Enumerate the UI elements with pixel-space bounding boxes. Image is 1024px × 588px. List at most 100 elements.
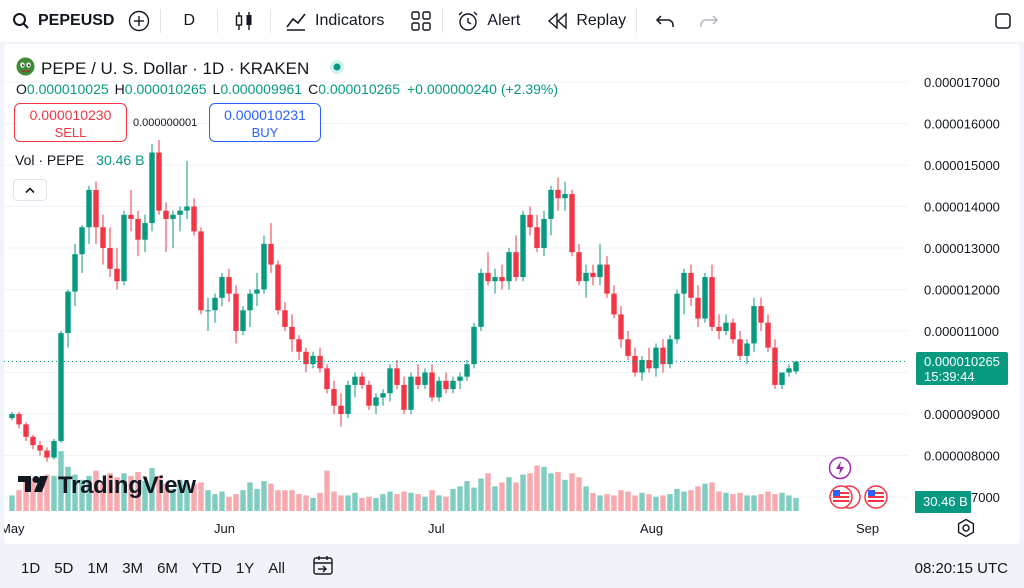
candle-body [716, 326, 722, 331]
volume-bar [744, 495, 750, 511]
range-button-ytd[interactable]: YTD [191, 559, 222, 577]
volume-bar [485, 473, 491, 511]
divider [160, 9, 162, 33]
us-flag-event-icon[interactable] [863, 484, 889, 515]
volume-bar [569, 473, 575, 511]
volume-bar [86, 475, 92, 511]
candle-body [506, 252, 512, 282]
candle-body [317, 355, 323, 369]
redo-button[interactable] [683, 0, 735, 42]
utc-clock[interactable]: 08:20:15 UTC [914, 559, 1008, 577]
alert-button[interactable]: Alert [453, 0, 524, 42]
range-button-1d[interactable]: 1D [21, 559, 41, 577]
volume-bar [93, 470, 99, 511]
candle-body [758, 306, 764, 323]
candle-body [177, 210, 183, 215]
chart-panel[interactable]: 0.000017000 0.000016000 0.000015000 0.00001… [4, 44, 1020, 544]
buy-price: 0.000010231 [224, 107, 306, 123]
dividend-event-icon[interactable] [828, 456, 852, 485]
volume-bar [72, 474, 78, 511]
candle-body [394, 368, 400, 385]
candle-body [443, 380, 449, 390]
volume-bar [436, 495, 442, 511]
volume-bar [625, 491, 631, 511]
layouts-button[interactable] [410, 0, 432, 42]
indicators-icon [285, 10, 307, 32]
candle-body [527, 214, 533, 228]
volume-bar [352, 492, 358, 511]
volume-bar [58, 451, 64, 511]
range-button-1y[interactable]: 1Y [235, 559, 255, 577]
divider [442, 9, 444, 33]
interval-label: D [183, 12, 196, 29]
interval-button[interactable]: D [171, 0, 207, 42]
volume-bar [492, 486, 498, 511]
candle-body [79, 227, 85, 255]
volume-bar [583, 486, 589, 511]
top-toolbar: PEPEUSD D Indicators [0, 0, 1024, 42]
volume-bar [660, 495, 666, 511]
volume-bar [380, 494, 386, 511]
candle-body [590, 272, 596, 278]
spread-value: 0.000000001 [133, 117, 198, 129]
volume-bar [506, 477, 512, 511]
price-axis-label: 0.000008000 [924, 449, 1000, 464]
volume-bar [590, 492, 596, 511]
candle-body [639, 360, 645, 373]
volume-bar [779, 492, 785, 511]
volume-bar [107, 473, 113, 511]
volume-bar [184, 483, 190, 511]
symbol-search-button[interactable]: PEPEUSD [0, 0, 114, 42]
volume-bar [443, 496, 449, 511]
ohlc-values: O 0.000010025 H 0.000010265 L 0.000009961 C… [16, 81, 558, 97]
candle-body [303, 351, 309, 365]
price-axis-label: 0.000011000 [924, 324, 999, 339]
volume-bar [247, 482, 253, 511]
price-axis-label: 0.000014000 [924, 200, 1000, 215]
volume-bar [289, 490, 295, 511]
range-button-3m[interactable]: 3M [122, 559, 144, 577]
tradingview-logo[interactable]: TradingView [18, 472, 196, 500]
candle-body [282, 310, 288, 327]
candle-body [170, 214, 176, 219]
candle-body [751, 306, 757, 344]
volume-bar [9, 495, 15, 511]
candle-body [156, 152, 162, 211]
compare-button[interactable] [128, 0, 150, 42]
candle-body [212, 297, 218, 311]
volume-bar [604, 494, 610, 511]
volume-bar [359, 498, 365, 511]
volume-bar [79, 479, 85, 511]
range-button-1m[interactable]: 1M [87, 559, 109, 577]
undo-button[interactable] [647, 0, 683, 42]
chart-settings-button[interactable] [956, 518, 976, 543]
volume-bar [709, 482, 715, 511]
replay-button[interactable]: Replay [546, 0, 626, 42]
range-button-6m[interactable]: 6M [157, 559, 178, 577]
volume-bar [121, 473, 127, 511]
range-button-all[interactable]: All [268, 559, 285, 577]
candle-body [723, 322, 729, 331]
chart-type-button[interactable] [228, 0, 260, 42]
collapse-legend-button[interactable] [13, 179, 47, 201]
divider [636, 9, 638, 33]
volume-bar [765, 491, 771, 511]
volume-bar [555, 472, 561, 511]
date-range-button[interactable] [312, 555, 336, 582]
us-flag-event-icon[interactable] [828, 484, 862, 515]
volume-bar [142, 481, 148, 511]
volume-bar [681, 491, 687, 511]
sell-button[interactable]: 0.000010230 SELL [14, 103, 127, 142]
price-axis-label: 0.000012000 [924, 283, 1000, 298]
fullscreen-button[interactable] [994, 0, 1012, 42]
volume-bar [464, 481, 470, 511]
buy-button[interactable]: 0.000010231 BUY [209, 103, 321, 142]
candle-body [149, 152, 155, 224]
volume-legend: Vol · PEPE 30.46 B [15, 152, 144, 168]
range-button-5d[interactable]: 5D [54, 559, 74, 577]
volume-bar [772, 494, 778, 511]
indicators-button[interactable]: Indicators [281, 0, 388, 42]
volume-bar [702, 483, 708, 511]
candle-body [37, 445, 43, 451]
price-chart[interactable]: 0.000017000 0.000016000 0.000015000 0.00001… [4, 44, 1020, 544]
